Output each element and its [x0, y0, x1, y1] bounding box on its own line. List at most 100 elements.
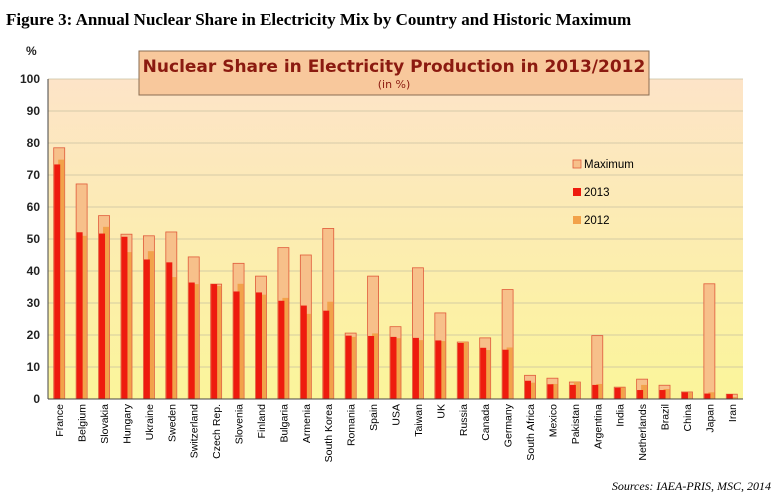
- x-tick-label: Russia: [458, 404, 470, 436]
- x-tick-label: Switzerland: [189, 404, 201, 458]
- x-tick-label: Brazil: [660, 404, 672, 430]
- y-tick-label: 10: [27, 360, 41, 374]
- bar-2013: [412, 337, 419, 399]
- bar-2013: [435, 340, 442, 399]
- chart-title-box: [138, 50, 650, 96]
- x-tick-label: Iran: [727, 404, 739, 422]
- x-tick-label: China: [682, 404, 694, 432]
- chart-title: Nuclear Share in Electricity Production …: [143, 57, 646, 77]
- legend-swatch: [572, 159, 582, 169]
- bar-2013: [188, 282, 195, 399]
- bar-2013: [480, 347, 487, 399]
- y-axis-ticks: 0 10 20 30 40 50 60 70 80 90 100: [20, 72, 40, 406]
- legend-label: 2012: [584, 215, 610, 227]
- bar-2013: [54, 164, 61, 399]
- bar-2012: [685, 392, 692, 399]
- x-tick-label: Czech Rep.: [211, 404, 223, 459]
- x-tick-label: Taiwan: [413, 404, 425, 437]
- bar-2013: [345, 335, 352, 399]
- legend-swatch: [573, 188, 581, 196]
- x-tick-label: USA: [391, 404, 403, 426]
- bar-2012: [215, 286, 222, 399]
- bar-2013: [143, 259, 150, 399]
- bar-2013: [614, 387, 621, 399]
- bar-2012: [461, 342, 468, 399]
- x-tick-label: Hungary: [121, 403, 133, 443]
- bar-series: [53, 147, 738, 400]
- x-tick-label: Sweden: [166, 404, 178, 442]
- bar-2013: [525, 380, 532, 399]
- bar-2012: [372, 333, 379, 399]
- x-tick-label: Germany: [503, 403, 515, 447]
- bar-2012: [170, 277, 177, 399]
- bar-2012: [641, 384, 648, 399]
- bar-2013: [457, 343, 464, 399]
- bar-maximum: [703, 283, 716, 400]
- bar-2013: [233, 291, 240, 399]
- x-tick-label: Argentina: [592, 404, 604, 449]
- chart-subtitle: (in %): [378, 78, 411, 91]
- bar-2012: [394, 338, 401, 399]
- x-tick-label: South Africa: [525, 404, 537, 461]
- x-tick-label: Slovakia: [99, 404, 111, 444]
- bar-2012: [551, 383, 558, 399]
- y-tick-label: 50: [27, 232, 41, 246]
- bar-2013: [278, 300, 285, 399]
- bar-2012: [192, 284, 199, 399]
- x-tick-label: Ukraine: [144, 404, 156, 440]
- y-tick-label: 100: [20, 72, 40, 86]
- x-tick-label: Finland: [256, 404, 268, 439]
- y-axis-label: %: [26, 44, 37, 58]
- y-tick-label: 30: [27, 296, 41, 310]
- bar-2012: [618, 387, 625, 399]
- bar-2013: [323, 310, 330, 399]
- bar-2012: [416, 340, 423, 399]
- bar-2012: [80, 235, 87, 399]
- bar-2013: [390, 336, 397, 399]
- bar-2012: [484, 350, 491, 399]
- y-tick-label: 40: [27, 264, 41, 278]
- bar-2012: [282, 297, 289, 399]
- legend-label: Maximum: [584, 159, 634, 171]
- x-tick-label: Armenia: [301, 404, 313, 443]
- bar-2013: [121, 236, 128, 399]
- bar-2012: [506, 347, 513, 399]
- x-tick-label: South Korea: [323, 404, 335, 463]
- bar-2012: [259, 294, 266, 399]
- bar-2013: [76, 232, 83, 399]
- bar-2012: [327, 301, 334, 399]
- y-tick-label: 90: [27, 104, 41, 118]
- bar-2013: [637, 390, 644, 399]
- bar-2012: [125, 252, 132, 399]
- y-tick-label: 60: [27, 200, 41, 214]
- bar-2012: [529, 382, 536, 399]
- bar-2013: [99, 233, 106, 399]
- y-tick-label: 70: [27, 168, 41, 182]
- bar-2012: [596, 383, 603, 399]
- y-tick-label: 80: [27, 136, 41, 150]
- bar-2013: [547, 384, 554, 399]
- bar-2012: [147, 251, 154, 399]
- bar-2012: [439, 341, 446, 399]
- bar-2012: [349, 336, 356, 399]
- bar-2012: [573, 382, 580, 399]
- x-tick-label: Mexico: [547, 404, 559, 437]
- legend-swatch: [573, 216, 581, 224]
- bar-2013: [502, 349, 509, 399]
- bar-2012: [237, 283, 244, 399]
- bar-2013: [255, 292, 262, 399]
- x-tick-label: Belgium: [77, 404, 89, 442]
- bar-2012: [304, 313, 311, 399]
- x-tick-label: France: [54, 404, 66, 437]
- bar-2013: [166, 262, 173, 399]
- x-tick-label: Pakistan: [570, 404, 582, 444]
- x-tick-label: Canada: [480, 404, 492, 441]
- bar-2013: [681, 392, 688, 399]
- bar-2013: [726, 394, 733, 399]
- x-tick-label: Japan: [704, 404, 716, 433]
- bar-2012: [103, 226, 110, 399]
- x-tick-label: Romania: [346, 404, 358, 446]
- bar-2013: [569, 384, 576, 399]
- bar-2013: [592, 384, 599, 399]
